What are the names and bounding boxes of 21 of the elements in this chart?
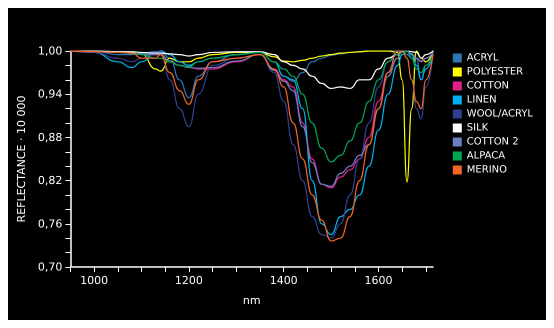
legend-label: WOOL/ACRYL [466, 108, 534, 120]
x-tick-label: 1200 [174, 274, 203, 287]
y-tick-label: 0,76 [38, 217, 62, 230]
legend-label: COTTON 2 [466, 136, 519, 148]
legend-label: LINEN [466, 94, 497, 106]
x-tick-label: 1600 [364, 274, 392, 287]
x-axis-title: nm [242, 294, 261, 307]
legend-label: POLYESTER [466, 66, 524, 78]
x-tick-label: 1000 [80, 274, 108, 287]
y-axis-title: REFLECTANCE · 10 000 [15, 96, 28, 222]
legend-label: MERINO [466, 164, 508, 176]
legend-label: COTTON [466, 80, 510, 92]
x-tick-label: 1400 [270, 274, 298, 287]
legend-label: ACRYL [466, 52, 499, 64]
y-tick-label: 0,82 [38, 174, 62, 188]
y-tick-label: 1,00 [38, 44, 62, 58]
y-tick-label: 0,94 [38, 88, 62, 101]
y-tick-label: 0,88 [38, 130, 62, 144]
y-tick-label: 0,70 [38, 260, 62, 274]
legend-label: ALPACA [466, 150, 506, 162]
legend-label: SILK [466, 122, 489, 134]
